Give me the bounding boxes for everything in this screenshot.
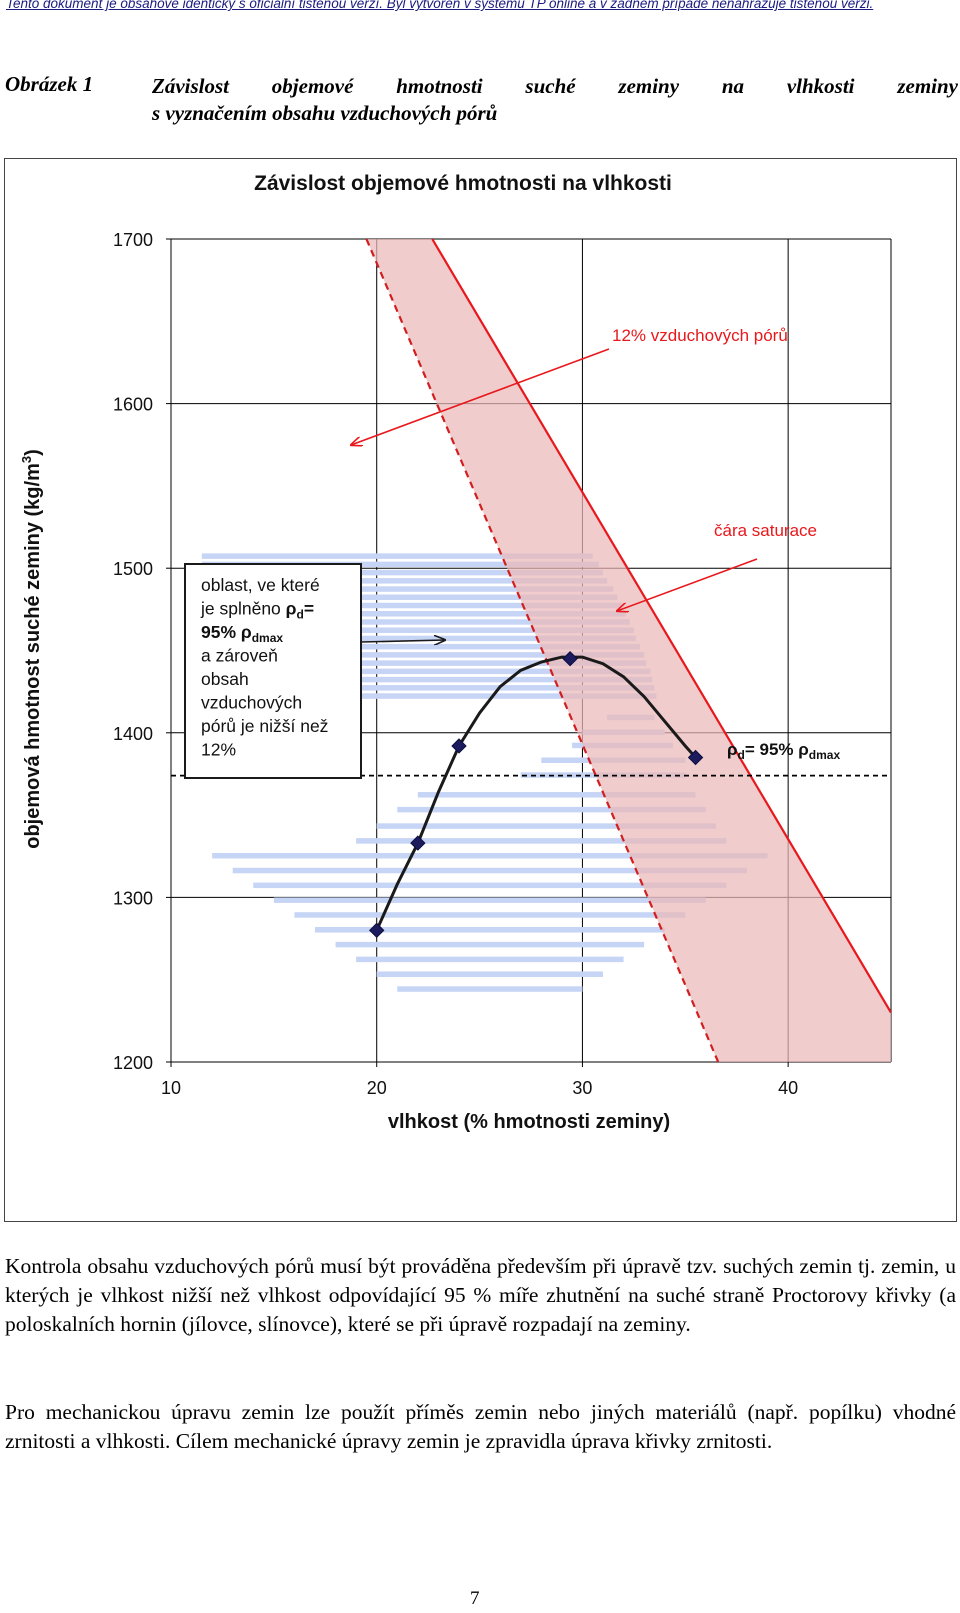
- region-arrow: [360, 640, 445, 642]
- y-axis-label: objemová hmotnost suché zeminy (kg/m3): [19, 449, 44, 849]
- air-voids-label: 12% vzduchových pórů: [612, 326, 788, 345]
- region-text-part: =: [304, 599, 314, 619]
- air-voids-band: [366, 239, 891, 1062]
- feasible-region-stripe: [356, 838, 727, 844]
- y-tick-label: 1200: [113, 1053, 153, 1073]
- chart: Závislost objemové hmotnosti na vlhkosti…: [19, 172, 892, 1133]
- point-layer: [369, 651, 704, 939]
- figure-caption-line1: Závislost objemové hmotnosti suché zemin…: [152, 74, 958, 98]
- feasible-region-stripe: [201, 685, 655, 691]
- paragraph-1: Kontrola obsahu vzduchových pórů musí bý…: [5, 1254, 956, 1336]
- paragraph-2: Pro mechanickou úpravu zemin lze použít …: [5, 1400, 956, 1453]
- region-info-box: [184, 563, 362, 779]
- feasible-region-stripe: [397, 986, 583, 992]
- rho-95-label-part: = 95% ρ: [745, 740, 809, 759]
- y-axis-label-close: ): [22, 449, 44, 456]
- feasible-region-stripe: [201, 652, 645, 658]
- annotation-layer: [184, 348, 758, 779]
- feasible-region-stripe: [376, 823, 717, 829]
- rho-95-label: ρd= 95% ρdmax: [727, 740, 840, 762]
- region-text-line: 12%: [201, 740, 236, 760]
- feasible-region-stripe: [376, 971, 603, 977]
- feasible-region-stripe: [397, 806, 706, 813]
- region-text-part: ρ: [241, 622, 252, 642]
- x-axis-label: vlhkost (% hmotnosti zeminy): [388, 1111, 670, 1133]
- feasible-region-stripe: [201, 569, 603, 576]
- region-text-line: oblast, ve které: [201, 575, 320, 595]
- region-text-line: 95% ρdmax: [201, 622, 283, 645]
- feasible-region-stripe: [356, 956, 624, 963]
- feasible-region-stripe: [201, 610, 626, 617]
- y-tick-label: 1300: [113, 888, 153, 908]
- y-tick-label: 1600: [113, 395, 153, 415]
- data-point: [687, 749, 704, 766]
- y-axis-label-sup: 3: [19, 456, 34, 463]
- x-tick-label: 40: [778, 1078, 798, 1098]
- feasible-region-stripe: [253, 882, 727, 889]
- rho-95-label-part: ρ: [727, 740, 738, 759]
- data-point: [410, 835, 426, 851]
- saturation-label: čára saturace: [714, 521, 817, 540]
- feasible-region-stripe: [201, 660, 647, 666]
- region-text-part: dmax: [252, 631, 284, 645]
- feasible-region-stripe: [201, 676, 653, 683]
- y-tick-label: 1700: [113, 230, 153, 250]
- feasible-region-stripe: [201, 643, 641, 650]
- feasible-region-stripe: [201, 578, 608, 584]
- feasible-region-stripe: [294, 912, 686, 918]
- chart-title: Závislost objemové hmotnosti na vlhkosti: [254, 172, 672, 195]
- x-tick-label: 10: [161, 1078, 181, 1098]
- feasible-region-stripe: [201, 668, 651, 675]
- feasible-region-stripe: [335, 941, 645, 948]
- feasible-region-stripe: [201, 627, 634, 633]
- band-layer: [366, 239, 891, 1062]
- feasible-region-stripe: [201, 619, 630, 625]
- disclaimer-banner: Tento dokument je obsahově identický s o…: [6, 0, 874, 11]
- saturation-line: [431, 239, 891, 1014]
- data-point: [562, 651, 578, 667]
- region-text-line: obsah: [201, 669, 249, 689]
- feasible-region-stripe: [417, 792, 696, 798]
- feasible-region-stripe: [201, 553, 593, 559]
- region-text-part: d: [296, 608, 303, 622]
- region-text-part: ρ: [286, 599, 297, 619]
- feasible-region-stripe: [201, 602, 622, 609]
- x-tick-label: 20: [367, 1078, 387, 1098]
- feasible-region-stripe: [201, 635, 636, 642]
- rho-95-label-part: d: [738, 748, 745, 762]
- feasible-region-stripe: [212, 852, 768, 859]
- region-text-line: a zároveň: [201, 646, 278, 666]
- y-tick-label: 1500: [113, 559, 153, 579]
- region-text-line: pórů je nižší než: [201, 716, 328, 736]
- region-layer: [201, 553, 768, 992]
- x-tick-label: 30: [572, 1078, 592, 1098]
- feasible-region-stripe: [315, 927, 665, 933]
- air-voids-line: [365, 239, 720, 1062]
- figure-label: Obrázek 1: [5, 72, 94, 96]
- figure-caption-line2: s vyznačením obsahu vzduchových pórů: [152, 101, 498, 125]
- rho-95-label-part: dmax: [809, 748, 841, 762]
- saturation-arrow: [617, 558, 758, 611]
- region-text-part: 95%: [201, 622, 241, 642]
- text-layer: Závislost objemové hmotnosti na vlhkosti…: [19, 172, 840, 1133]
- y-axis-label-main: objemová hmotnost suché zeminy (kg/m: [22, 463, 44, 849]
- chart-frame: Závislost objemové hmotnosti na vlhkosti…: [4, 158, 957, 1222]
- feasible-region-stripe: [201, 594, 618, 601]
- feasible-region-stripe: [232, 867, 747, 874]
- region-text-line: je splněno ρd=: [200, 599, 314, 622]
- feasible-region-stripe: [273, 897, 706, 903]
- feasible-region-stripe: [201, 586, 614, 592]
- feasible-region-stripe: [201, 561, 599, 568]
- proctor-curve: [375, 655, 697, 931]
- data-point: [451, 738, 467, 754]
- region-text-part: je splněno: [200, 599, 286, 619]
- page-number: 7: [470, 1588, 480, 1609]
- region-text-line: vzduchových: [201, 693, 302, 713]
- data-point: [369, 922, 385, 939]
- air-voids-arrow: [351, 348, 610, 445]
- feasible-region-stripe: [201, 693, 657, 699]
- y-tick-label: 1400: [113, 724, 153, 744]
